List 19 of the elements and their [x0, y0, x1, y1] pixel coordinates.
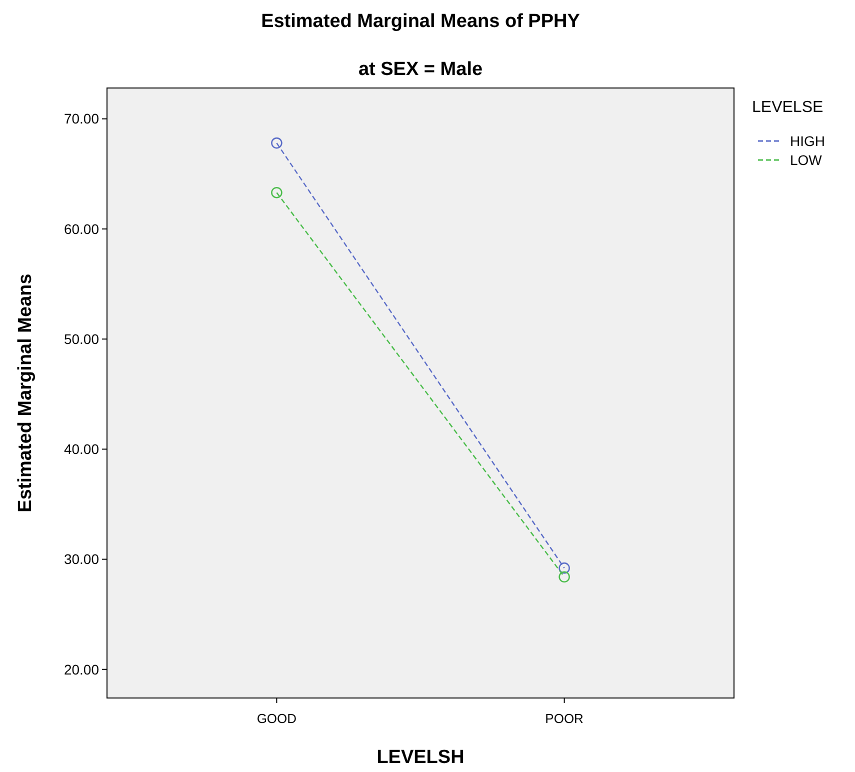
x-axis-title: LEVELSH	[376, 747, 464, 768]
chart-subtitle: at SEX = Male	[358, 59, 483, 80]
y-tick-label: 60.00	[64, 220, 100, 237]
point	[558, 571, 570, 583]
point	[271, 186, 282, 198]
legend-title: LEVELSE	[752, 99, 824, 116]
y-tick-label: 70.00	[64, 110, 100, 127]
legend-label: LOW	[790, 152, 823, 168]
legend-label: HIGH	[790, 132, 825, 149]
y-axis-title: Estimated Marginal Means	[15, 274, 36, 512]
y-tick-label: 50.00	[64, 330, 100, 347]
x-tick-label: POOR	[545, 711, 584, 726]
chart-title: Estimated Marginal Means of PPHY	[261, 11, 580, 32]
point	[558, 562, 570, 574]
point	[271, 137, 282, 149]
y-tick-label: 20.00	[64, 661, 100, 678]
y-tick-label: 40.00	[64, 441, 100, 458]
x-tick-label: GOOD	[256, 711, 297, 726]
y-tick-label: 30.00	[64, 551, 100, 568]
